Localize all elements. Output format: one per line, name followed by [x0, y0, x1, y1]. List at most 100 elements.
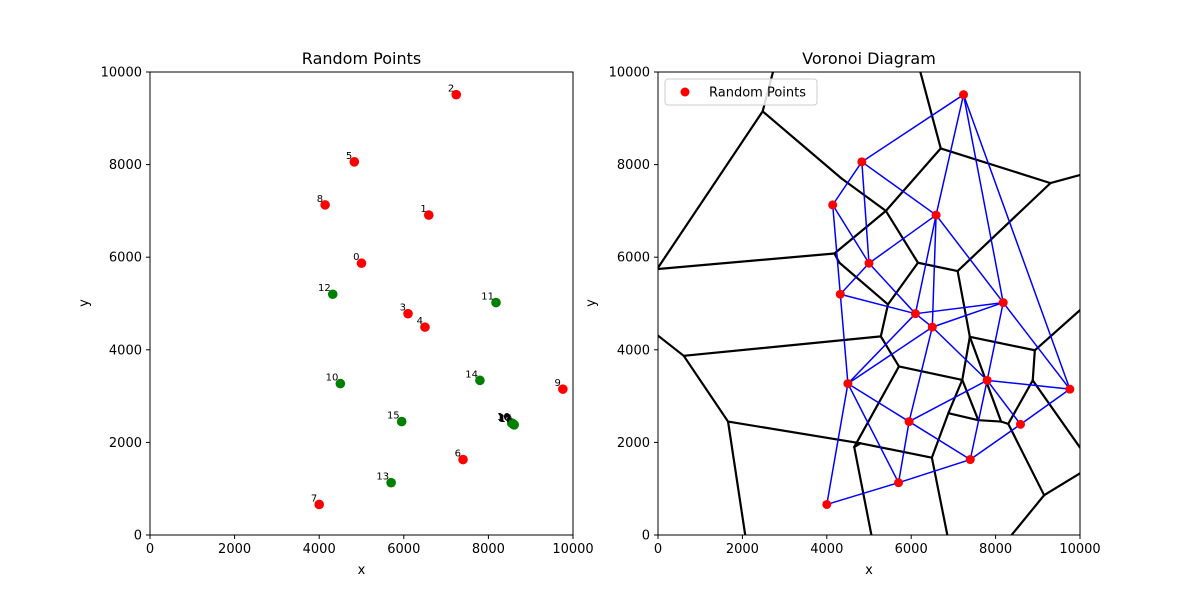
x-tick-label: 0	[654, 542, 662, 557]
voronoi-edge	[961, 335, 971, 381]
y-tick-label: 0	[134, 529, 142, 544]
legend-marker	[680, 87, 690, 97]
axes-frame	[149, 71, 574, 536]
data-point-5	[349, 157, 360, 167]
data-point	[857, 157, 867, 167]
point-label: 19	[499, 414, 512, 425]
x-tick-label: 10000	[552, 542, 593, 557]
delaunay-edge	[962, 94, 1004, 303]
data-point-12	[327, 289, 338, 300]
voronoi-edge	[859, 442, 933, 459]
delaunay-edge	[861, 161, 870, 264]
voronoi-edge	[947, 412, 980, 422]
data-point	[835, 289, 845, 299]
voronoi-edge	[916, 261, 959, 273]
voronoi-edge	[833, 209, 887, 255]
delaunay-edge	[986, 379, 1022, 425]
voronoi-edge	[886, 261, 920, 306]
data-point	[931, 210, 941, 220]
delaunay-edge	[861, 161, 937, 216]
data-point	[998, 298, 1008, 308]
voronoi-edge	[999, 420, 1010, 425]
point-label: 13	[376, 472, 389, 483]
voronoi-edge	[879, 303, 890, 338]
delaunay-edge	[931, 215, 937, 328]
voronoi-edges	[658, 72, 1080, 535]
data-point	[904, 417, 914, 427]
y-ticks: 0 2000 4000 6000 8000 10000	[101, 66, 150, 544]
data-point-11	[491, 297, 501, 308]
delaunay-edge	[1020, 388, 1071, 425]
y-axis-label: y	[584, 299, 599, 307]
x-axis-label: x	[865, 563, 873, 578]
y-tick-label: 2000	[617, 436, 650, 451]
voronoi-edge	[977, 419, 1003, 423]
data-point-20	[508, 419, 518, 429]
delaunay-edge	[935, 214, 1004, 304]
y-tick-label: 6000	[109, 251, 142, 266]
voronoi-edge	[1043, 471, 1080, 497]
y-tick-label: 2000	[109, 436, 142, 451]
point-label: 0	[353, 252, 359, 263]
data-point-9	[558, 384, 568, 394]
point-label: 5	[346, 151, 352, 162]
data-point-1	[423, 210, 434, 220]
point-label: 4	[417, 316, 423, 327]
data-point-0	[356, 258, 367, 269]
y-tick-label: 8000	[109, 158, 142, 173]
voronoi-edge	[1033, 308, 1080, 352]
y-tick-label: 4000	[109, 343, 142, 358]
voronoi-edge	[919, 72, 942, 150]
delaunay-edge	[987, 379, 1070, 390]
voronoi-edge	[682, 335, 882, 357]
voronoi-edge	[879, 335, 901, 368]
triangulation-edges	[826, 94, 1071, 506]
voronoi-edge	[1031, 349, 1036, 382]
data-point	[864, 258, 874, 268]
chart-title: Random Points	[302, 49, 421, 68]
voronoi-edge	[658, 252, 836, 271]
delaunay-edge	[847, 326, 933, 385]
point-label: 11	[481, 292, 494, 303]
axes-frame	[657, 71, 1081, 536]
delaunay-edge	[868, 214, 937, 264]
data-point-4	[420, 322, 430, 332]
delaunay-edge	[908, 379, 988, 423]
delaunay-edge	[832, 161, 863, 206]
data-point	[910, 309, 920, 319]
delaunay-edge	[898, 458, 971, 484]
delaunay-edge	[969, 380, 988, 460]
voronoi-edge	[658, 110, 764, 270]
delaunay-edge	[861, 94, 964, 163]
delaunay-edge	[969, 423, 1021, 461]
x-tick-label: 0	[146, 542, 154, 557]
voronoi-edge	[853, 365, 901, 449]
delaunay-edge	[847, 383, 900, 484]
legend-label: Random Points	[709, 86, 806, 101]
data-point	[1065, 384, 1075, 394]
data-point-13	[386, 477, 396, 488]
voronoi-edge	[968, 335, 1036, 352]
delaunay-edge	[839, 262, 870, 295]
x-tick-label: 2000	[218, 542, 251, 557]
voronoi-edge	[939, 147, 1052, 185]
legend-box	[664, 78, 818, 106]
voronoi-edge	[884, 209, 920, 264]
data-point-7	[314, 499, 325, 510]
delaunay-edge	[908, 326, 934, 422]
point-label: 14	[465, 369, 478, 380]
x-tick-label: 2000	[726, 542, 759, 557]
voronoi-edge	[897, 365, 964, 381]
voronoi-edge	[1007, 379, 1034, 425]
data-point	[959, 90, 969, 100]
voronoi-edge	[1010, 494, 1046, 535]
data-point	[1015, 419, 1025, 429]
point-label: 10	[326, 373, 339, 384]
point-label: 7	[311, 493, 317, 504]
y-tick-label: 8000	[617, 158, 650, 173]
voronoi-edge	[1007, 422, 1046, 497]
delaunay-edge	[847, 313, 916, 385]
